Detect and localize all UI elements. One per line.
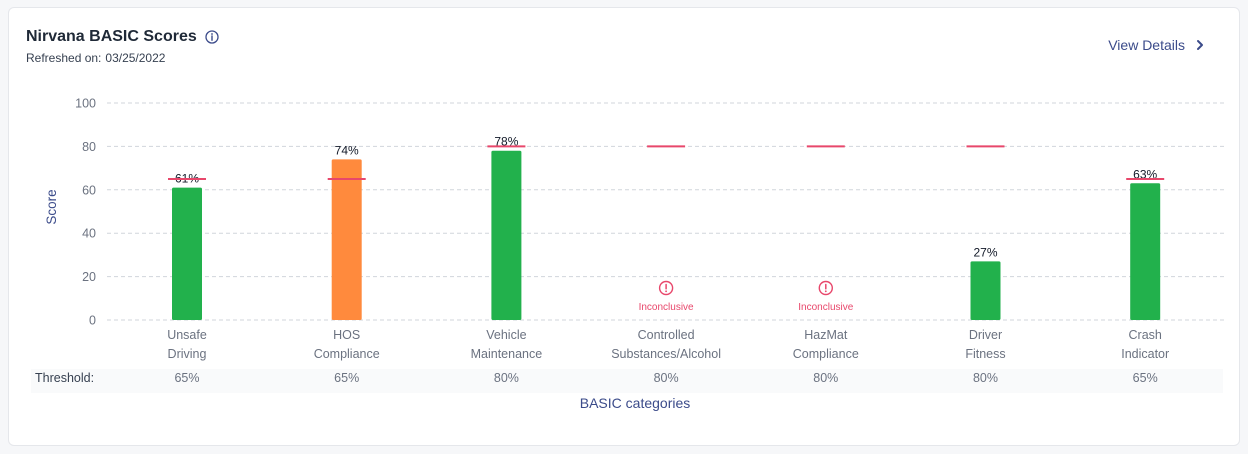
x-tick-label-line2: Substances/Alcohol	[611, 347, 721, 361]
view-details-link[interactable]: View Details	[1108, 37, 1205, 53]
y-tick-label: 100	[75, 97, 96, 111]
bar	[1130, 183, 1161, 320]
y-tick-label: 60	[82, 183, 96, 197]
bar	[491, 150, 522, 320]
x-tick-label-line1: Unsafe	[167, 328, 207, 342]
threshold-band	[31, 369, 1223, 393]
y-tick-label: 80	[82, 140, 96, 154]
threshold-row-label: Threshold:	[35, 371, 94, 385]
bar-value-label: 27%	[973, 245, 997, 259]
x-tick-label-line2: Maintenance	[471, 347, 543, 361]
title-row: Nirvana BASIC Scores	[26, 28, 219, 46]
refreshed-value: 03/25/2022	[105, 51, 166, 65]
bar	[172, 187, 202, 320]
alert-circle-icon	[818, 280, 833, 296]
basic-scores-card: Nirvana BASIC Scores Refreshed on: 03/25…	[8, 7, 1240, 446]
bar	[970, 261, 1001, 320]
refreshed-date: Refreshed on: 03/25/2022	[26, 51, 165, 65]
bar-value-label: 63%	[1133, 167, 1157, 181]
bar-value-label: 78%	[494, 135, 518, 149]
threshold-value: 80%	[654, 371, 679, 385]
y-tick-label: 40	[82, 227, 96, 241]
threshold-value: 80%	[973, 371, 998, 385]
alert-circle-icon-dot	[824, 290, 827, 293]
x-tick-label-line2: Driving	[168, 347, 207, 361]
chevron-right-icon[interactable]	[1195, 39, 1205, 51]
inconclusive-label: Inconclusive	[798, 302, 853, 313]
x-tick-label-line2: Indicator	[1121, 347, 1169, 361]
inconclusive-label: Inconclusive	[639, 302, 694, 313]
alert-circle-icon	[658, 280, 674, 296]
x-tick-label-line1: HazMat	[804, 328, 848, 342]
threshold-value: 65%	[174, 371, 199, 385]
threshold-value: 80%	[494, 371, 519, 385]
x-tick-label-line1: Controlled	[638, 328, 695, 342]
x-tick-label-line2: Fitness	[965, 347, 1005, 361]
y-axis-title: Score	[44, 189, 59, 224]
threshold-value: 80%	[813, 371, 838, 385]
y-tick-label: 20	[82, 270, 96, 284]
bar-value-label: 74%	[335, 143, 359, 157]
refreshed-label: Refreshed on:	[26, 51, 102, 65]
bar	[331, 159, 362, 320]
view-details-label[interactable]: View Details	[1108, 37, 1185, 53]
card-title: Nirvana BASIC Scores	[26, 28, 197, 45]
x-tick-label-line1: Crash	[1129, 328, 1162, 342]
x-axis-title: BASIC categories	[580, 395, 691, 411]
threshold-value: 65%	[1133, 371, 1158, 385]
alert-circle-icon-dot	[665, 290, 667, 293]
x-tick-label-line2: Compliance	[793, 347, 859, 361]
x-tick-label-line1: Vehicle	[486, 328, 526, 342]
threshold-value: 65%	[334, 371, 359, 385]
info-icon[interactable]	[205, 30, 219, 44]
x-tick-label-line2: Compliance	[314, 347, 380, 361]
x-tick-label-line1: Driver	[969, 328, 1002, 342]
x-tick-label-line1: HOS	[333, 328, 360, 342]
y-tick-label: 0	[89, 314, 96, 328]
